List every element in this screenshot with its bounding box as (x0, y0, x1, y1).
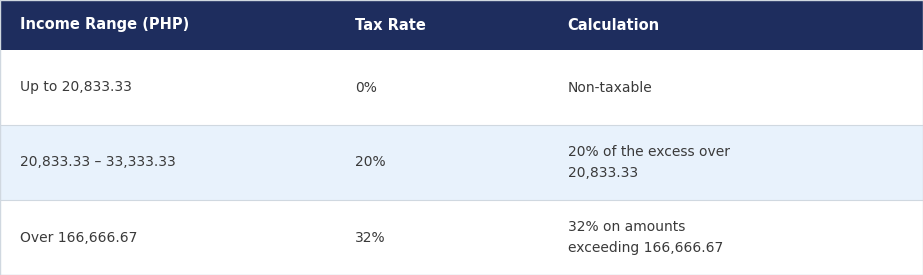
Bar (0, 0, 923, 50)
Text: 20% of the excess over
20,833.33: 20% of the excess over 20,833.33 (568, 145, 730, 180)
Bar (0, 50, 923, 125)
Text: Tax Rate: Tax Rate (355, 18, 426, 32)
Bar (0, 125, 923, 200)
Bar (0, 200, 923, 275)
Text: 0%: 0% (355, 81, 378, 95)
Text: Up to 20,833.33: Up to 20,833.33 (20, 81, 132, 95)
Text: Calculation: Calculation (568, 18, 660, 32)
Text: Income Range (PHP): Income Range (PHP) (20, 18, 189, 32)
Text: Non-taxable: Non-taxable (568, 81, 653, 95)
Text: 32% on amounts
exceeding 166,666.67: 32% on amounts exceeding 166,666.67 (568, 220, 723, 255)
Text: 32%: 32% (355, 230, 386, 244)
Text: Over 166,666.67: Over 166,666.67 (20, 230, 138, 244)
Text: 20%: 20% (355, 155, 386, 169)
Text: 20,833.33 – 33,333.33: 20,833.33 – 33,333.33 (20, 155, 176, 169)
